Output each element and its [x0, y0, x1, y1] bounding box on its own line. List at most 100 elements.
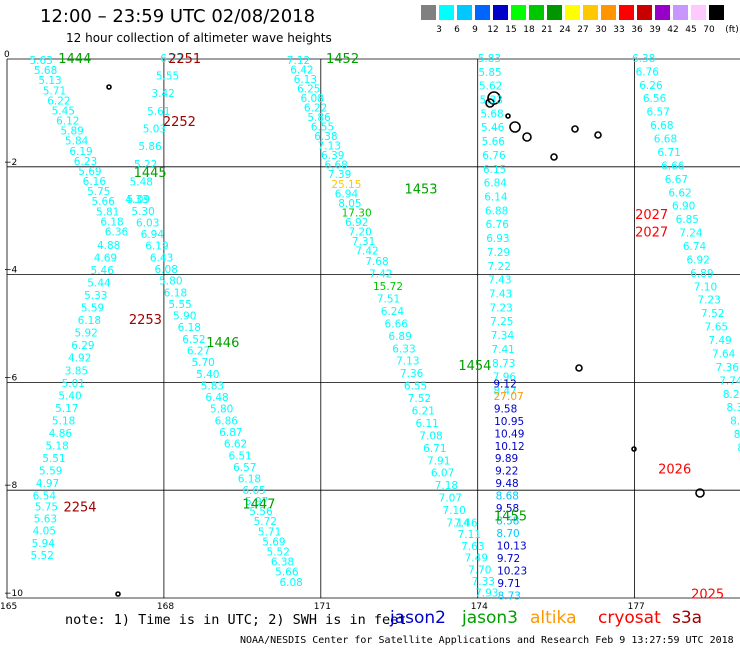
wave-height-value: 6.68 [324, 160, 347, 172]
wave-height-value: 6.56 [643, 93, 667, 105]
wave-height-value: 6.55 [311, 122, 334, 134]
wave-height-value: 5.94 [32, 538, 56, 550]
wave-height-value: 6.36 [105, 226, 129, 238]
wave-height-value: 27.07 [494, 391, 524, 403]
wave-height-value: 8.24 [723, 389, 740, 401]
pass-time-label: 1445 [134, 166, 167, 181]
wave-height-value: 5.66 [275, 567, 299, 579]
wave-height-value: 6.29 [71, 340, 94, 352]
wave-height-value: 6.55 [404, 381, 427, 393]
legend-swatch [637, 5, 652, 20]
wave-height-value: 7.52 [701, 308, 724, 320]
island-marker [485, 98, 495, 108]
wave-height-value: 3.42 [151, 88, 174, 100]
legend-swatch [655, 5, 670, 20]
wave-height-value: 6.93 [486, 233, 509, 245]
wave-height-value: 9.72 [497, 553, 520, 565]
wave-height-value: 5.61 [147, 106, 170, 118]
wave-height-value: 6.71 [423, 443, 446, 455]
wave-height-value: 7.63 [461, 541, 484, 553]
wave-height-value: 7.29 [487, 247, 510, 259]
wave-height-value: 7.13 [396, 356, 419, 368]
wave-height-value: 5.83 [478, 53, 501, 65]
wave-height-value: 6.16 [83, 176, 107, 188]
map-title: 12:00 – 23:59 UTC 02/08/2018 [40, 6, 316, 27]
legend-label: 39 [649, 25, 661, 35]
map-subtitle: 12 hour collection of altimeter wave hei… [66, 31, 332, 45]
wave-height-value: 6.11 [415, 418, 438, 430]
wave-height-value: 6.18 [238, 474, 261, 486]
wave-height-value: 6.62 [224, 439, 247, 451]
wave-height-value: 4.33 [125, 194, 148, 206]
wave-height-value: 6.22 [47, 95, 70, 107]
wave-height-value: 9.48 [495, 478, 518, 490]
pass-time-label: 2025 [691, 588, 724, 603]
wave-height-value: 5.22 [134, 159, 157, 171]
pass-time-label: 1455 [494, 510, 527, 525]
wave-height-value: 6.26 [639, 80, 663, 92]
wave-height-value: 6.68 [654, 134, 677, 146]
wave-height-value: 7.10 [442, 505, 465, 517]
legend-swatch [673, 5, 688, 20]
wave-height-value: 6.62 [668, 187, 691, 199]
wave-height-value: 7.23 [489, 302, 512, 314]
wave-height-value: 8.59 [734, 429, 740, 441]
lat-label: −2 [4, 158, 17, 168]
pass-time-label: 2026 [658, 463, 691, 478]
pass-time-label: 2027 [635, 208, 668, 223]
wave-height-value: 6.18 [78, 315, 101, 327]
legend-swatch [421, 5, 436, 20]
wave-height-value: 6.89 [690, 268, 713, 280]
wave-height-value: 6.03 [136, 217, 159, 229]
wave-height-value: 10.12 [495, 441, 525, 453]
wave-height-value: 6.38 [632, 53, 655, 65]
wave-height-value: 6.65 [242, 485, 265, 497]
pass-time-label: 1446 [206, 336, 239, 351]
island-marker [115, 591, 121, 597]
pass-time-label: 2252 [163, 115, 196, 130]
wave-height-value: 5.40 [58, 390, 81, 402]
wave-height-value: 5.75 [87, 186, 110, 198]
wave-height-value: 8.39 [726, 402, 740, 414]
wave-height-value: 5.13 [38, 75, 61, 87]
wave-height-value: 6.88 [485, 205, 508, 217]
wave-height-value: 7.96 [493, 372, 517, 384]
legend-label: 36 [631, 25, 643, 35]
wave-height-value: 5.46 [91, 265, 115, 277]
pass-time-label: 1452 [326, 52, 359, 67]
wave-height-value: 7.36 [400, 368, 424, 380]
legend-label: 12 [487, 25, 499, 35]
wave-height-value: 5.17 [55, 403, 78, 415]
island-marker [571, 125, 579, 133]
wave-height-value: 6.57 [233, 462, 256, 474]
lat-label: −8 [4, 481, 18, 491]
wave-height-value: 6.92 [687, 254, 710, 266]
legend-swatch [475, 5, 490, 20]
wave-height-value: 5.18 [52, 415, 75, 427]
island-marker [522, 132, 532, 142]
legend-swatch [565, 5, 580, 20]
wave-height-value: 5.63 [34, 513, 57, 525]
wave-height-value: 5.68 [34, 65, 57, 77]
wave-height-value: 7.43 [489, 288, 512, 300]
lat-label: −4 [4, 266, 18, 276]
wave-height-value: 6.12 [56, 116, 79, 128]
legend-label: 70 [703, 25, 715, 35]
wave-height-value: 5.81 [96, 206, 119, 218]
wave-height-value: 7.91 [427, 455, 450, 467]
wave-height-value: 7.25 [490, 316, 513, 328]
wave-height-value: 5.18 [45, 440, 68, 452]
wave-height-value: 4.69 [94, 252, 117, 264]
wave-height-value: 6.94 [141, 229, 165, 241]
wave-height-value: 5.03 [143, 124, 166, 136]
wave-height-value: 9.89 [495, 453, 518, 465]
wave-height-value: 5.69 [78, 166, 101, 178]
wave-height-value: 6.25 [297, 84, 320, 96]
legend-swatch [583, 5, 598, 20]
wave-height-value: 8.73 [492, 358, 515, 370]
wave-height-value: 7.65 [705, 322, 728, 334]
wave-height-value: 6.92 [345, 217, 368, 229]
wave-height-value: 6.24 [381, 306, 405, 318]
wave-height-value: 5.44 [87, 278, 111, 290]
wave-height-value: 9.71 [497, 578, 520, 590]
